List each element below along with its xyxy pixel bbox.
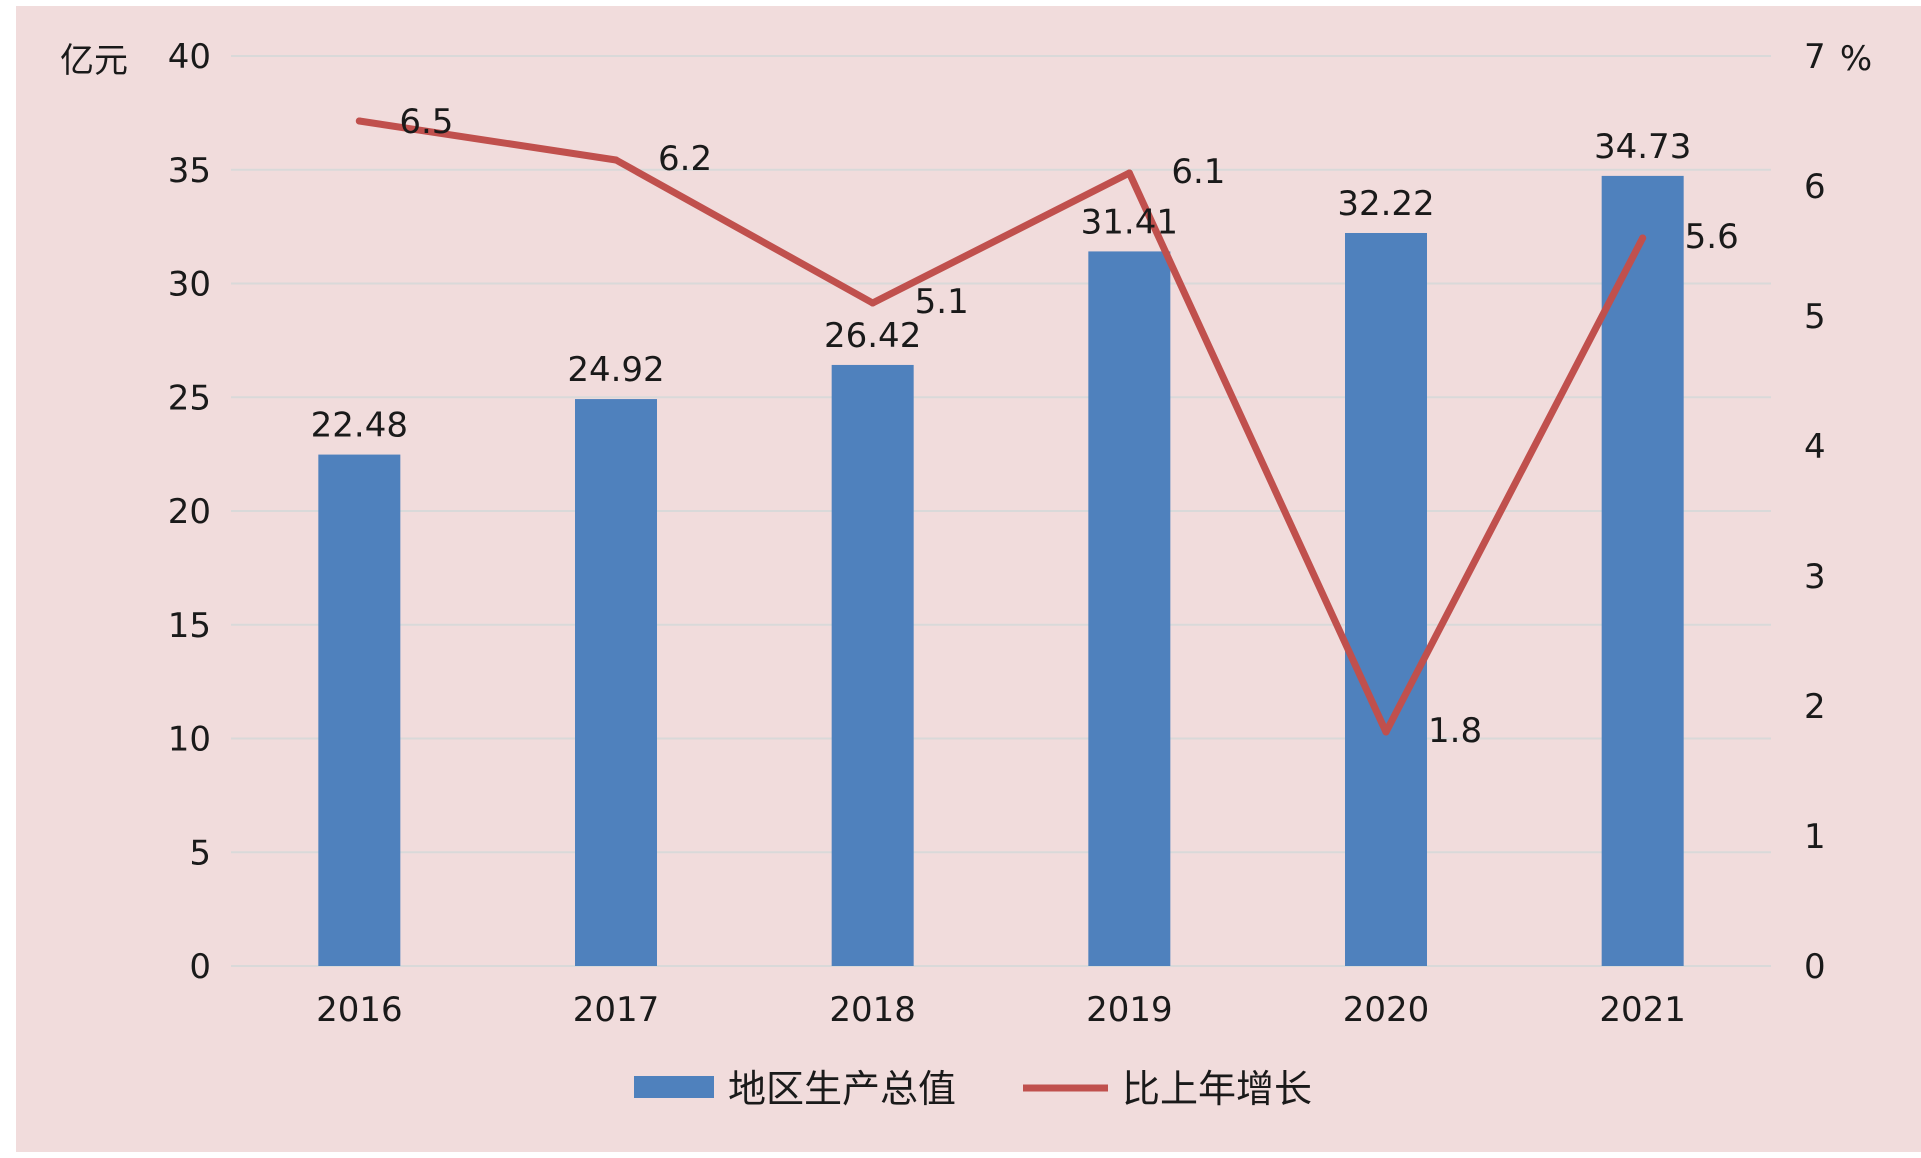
bar: [575, 399, 657, 966]
line-data-label: 5.6: [1685, 217, 1739, 257]
x-tick-label: 2016: [316, 990, 403, 1030]
line-point: [1639, 234, 1647, 242]
bar-data-label: 22.48: [311, 406, 408, 446]
gridlines: [231, 55, 1771, 967]
bar: [831, 364, 914, 966]
line-point: [1382, 728, 1390, 736]
y-right-unit: %: [1840, 39, 1872, 79]
bar-data-label: 32.22: [1337, 184, 1434, 224]
bar-data-label: 26.42: [824, 316, 921, 356]
y-right-tick-label: 6: [1804, 167, 1826, 207]
y-left-tick-label: 0: [189, 947, 211, 987]
line-point: [869, 299, 877, 307]
combo-chart: 22.48 24.92 26.42 31.41 32.22 34.73 6.5 6.2 5.1 6…: [60, 37, 1872, 1111]
bar-data-label: 31.41: [1081, 202, 1178, 242]
legend-swatch-bar: [634, 1076, 714, 1098]
x-tick-label: 2017: [573, 990, 660, 1030]
line-point: [1125, 169, 1133, 177]
y-right-tick-label: 4: [1804, 427, 1826, 467]
y-right-tick-label: 0: [1804, 947, 1826, 987]
x-tick-label: 2021: [1599, 990, 1686, 1030]
bar: [1601, 175, 1684, 966]
bar: [1345, 232, 1427, 966]
y-left-tick-label: 35: [168, 151, 211, 191]
y-right-tick-label: 7: [1804, 37, 1826, 77]
y-left-tick-label: 5: [189, 833, 211, 873]
bar-series: [318, 175, 1684, 967]
y-left-tick-label: 25: [168, 378, 211, 418]
y-left-tick-label: 30: [168, 265, 211, 305]
y-right-tick-label: 1: [1804, 817, 1826, 857]
bar-data-label: 24.92: [567, 350, 664, 390]
line-series: [355, 117, 1647, 736]
legend-label-bar: 地区生产总值: [728, 1067, 956, 1111]
line-point: [612, 156, 620, 164]
line-data-label: 6.1: [1171, 152, 1225, 192]
y-right-tick-label: 2: [1804, 687, 1826, 727]
axes: 0 5 10 15 20 25 30 35 40 0 1 2 3 4 5 6 7 2016 2017 2018 2019…: [168, 37, 1826, 1030]
y-left-unit: 亿元: [60, 41, 128, 81]
line-data-label: 6.5: [399, 102, 453, 142]
data-labels: 22.48 24.92 26.42 31.41 32.22 34.73 6.5 6.2 5.1 6…: [311, 102, 1739, 751]
y-left-tick-label: 10: [168, 720, 211, 760]
x-tick-label: 2020: [1343, 990, 1430, 1030]
x-tick-label: 2018: [829, 990, 916, 1030]
chart-area: 22.48 24.92 26.42 31.41 32.22 34.73 6.5 6.2 5.1 6…: [16, 6, 1921, 1152]
y-left-tick-label: 15: [168, 606, 211, 646]
x-tick-label: 2019: [1086, 990, 1173, 1030]
legend-label-line: 比上年增长: [1122, 1067, 1312, 1111]
y-left-tick-label: 40: [168, 37, 211, 77]
bar: [1088, 251, 1171, 967]
line-point: [355, 117, 363, 125]
bar: [318, 454, 401, 966]
line-data-label: 5.1: [915, 282, 969, 322]
legend: 地区生产总值 比上年增长: [634, 1067, 1312, 1111]
line-data-label: 1.8: [1428, 711, 1482, 751]
y-right-tick-label: 5: [1804, 297, 1826, 337]
y-left-tick-label: 20: [168, 492, 211, 532]
bar-data-label: 34.73: [1594, 127, 1691, 167]
y-right-tick-label: 3: [1804, 557, 1826, 597]
line-data-label: 6.2: [658, 139, 712, 179]
growth-line: [355, 117, 1647, 736]
